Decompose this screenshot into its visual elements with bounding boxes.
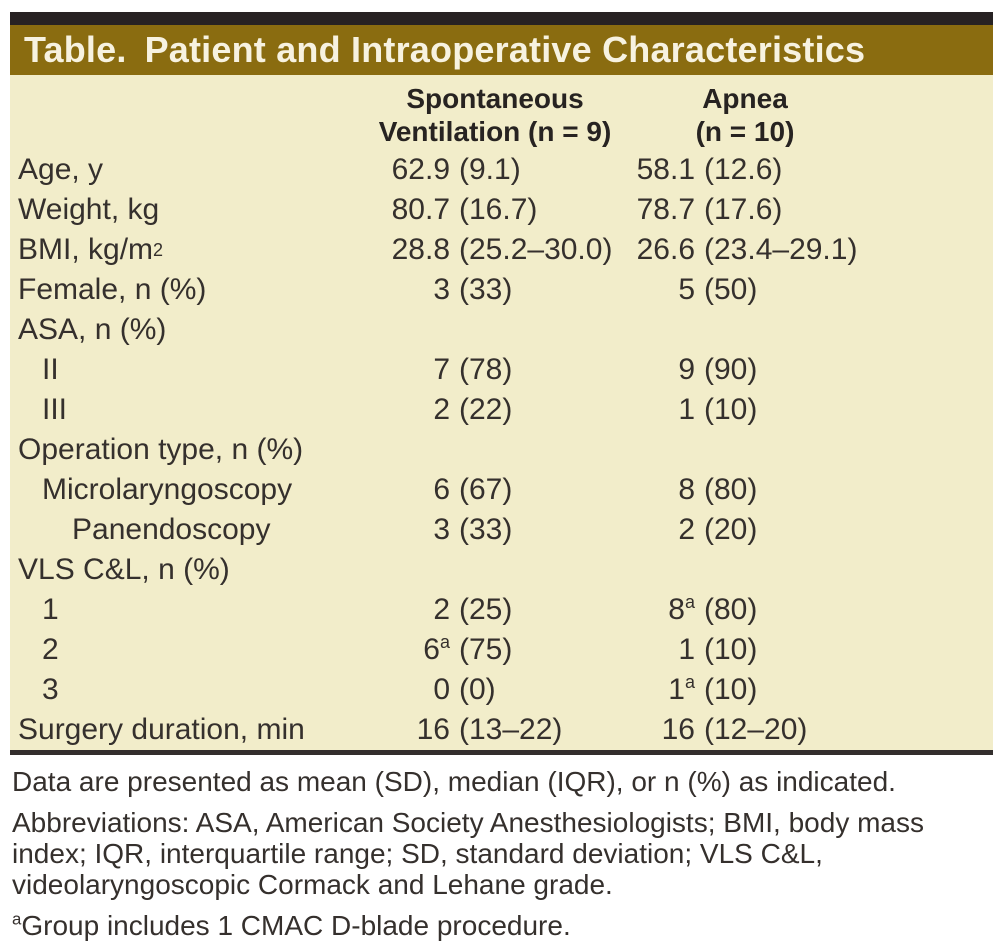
- row-label: Panendoscopy: [72, 513, 271, 546]
- apnea-value: 8 (80): [678, 473, 758, 506]
- row-label: ASA, n (%): [18, 313, 167, 346]
- characteristics-table: Table. Patient and Intraoperative Charac…: [10, 25, 993, 755]
- bottom-rule: [10, 750, 993, 755]
- apnea-value: 2 (20): [678, 513, 758, 546]
- top-rule-bar: [10, 12, 993, 25]
- row-label: Female, n (%): [18, 273, 207, 306]
- row-label: BMI, kg/m 2: [18, 233, 164, 266]
- table-title-bar: Table. Patient and Intraoperative Charac…: [10, 25, 993, 75]
- sv-value: 0 (0): [433, 673, 496, 706]
- apnea-value: 1 (10): [678, 393, 758, 426]
- column-header-spacer: [10, 82, 370, 150]
- apnea-value: 16 (12–20): [661, 713, 808, 746]
- sv-value: 28.8 (25.2–30.0): [391, 233, 613, 266]
- column-headers: Spontaneous Ventilation (n = 9) Apnea (n…: [10, 75, 993, 150]
- sv-value: 16 (13–22): [416, 713, 563, 746]
- row-label: Microlaryngoscopy: [42, 473, 293, 506]
- table-row-asa-2: II 7 (78) 9 (90): [10, 350, 993, 390]
- table-row-vls-3: 3 0 (0) 1a (10): [10, 670, 993, 710]
- table-row-age: Age, y 62.9 (9.1) 58.1 (12.6): [10, 150, 993, 190]
- table-row-panendoscopy: Panendoscopy 3 (33) 2 (20): [10, 510, 993, 550]
- table-row-vls-group: VLS C&L, n (%): [10, 550, 993, 590]
- table-row-vls-1: 1 2 (25) 8a (80): [10, 590, 993, 630]
- table-row-bmi: BMI, kg/m 2 28.8 (25.2–30.0) 26.6 (23.4–29.…: [10, 230, 993, 270]
- footnote-abbreviations: Abbreviations: ASA, American Society Ane…: [12, 807, 924, 900]
- sv-value: 80.7 (16.7): [391, 193, 538, 226]
- table-row-asa-group: ASA, n (%): [10, 310, 993, 350]
- table-row-asa-3: III 2 (22) 1 (10): [10, 390, 993, 430]
- sv-value: 6 (67): [433, 473, 513, 506]
- row-label: 1: [42, 593, 59, 626]
- apnea-value: [620, 430, 870, 470]
- row-label: II: [42, 353, 59, 386]
- sv-value: 7 (78): [433, 353, 513, 386]
- sv-value: 2 (25): [433, 593, 513, 626]
- table-row-surgery-duration: Surgery duration, min 16 (13–22) 16 (12–20…: [10, 710, 993, 750]
- sv-value: [370, 550, 620, 590]
- sv-value: 2 (22): [433, 393, 513, 426]
- row-label: 3: [42, 673, 59, 706]
- table-row-vls-2: 2 6a (75) 1 (10): [10, 630, 993, 670]
- column-header-spontaneous-ventilation: Spontaneous Ventilation (n = 9): [378, 83, 612, 147]
- table-title: Patient and Intraoperative Characteristi…: [144, 29, 866, 70]
- footnote-data-presentation: Data are presented as mean (SD), median …: [12, 766, 896, 797]
- row-label: Age, y: [18, 153, 104, 186]
- row-label: Operation type, n (%): [18, 433, 304, 466]
- sv-value: 3 (33): [433, 273, 513, 306]
- footnote-superscript-a: aGroup includes 1 CMAC D-blade procedure…: [12, 909, 571, 941]
- table-row-weight: Weight, kg 80.7 (16.7) 78.7 (17.6): [10, 190, 993, 230]
- apnea-value: [620, 550, 870, 590]
- apnea-value: [620, 310, 870, 350]
- row-label: Weight, kg: [18, 193, 160, 226]
- sv-value: 6a (75): [423, 632, 513, 666]
- table-row-operation-type-group: Operation type, n (%): [10, 430, 993, 470]
- sv-value: 62.9 (9.1): [391, 153, 521, 186]
- apnea-value: 5 (50): [678, 273, 758, 306]
- sv-value: [370, 430, 620, 470]
- sv-value: 3 (33): [433, 513, 513, 546]
- apnea-value: 9 (90): [678, 353, 758, 386]
- table-body: Spontaneous Ventilation (n = 9) Apnea (n…: [10, 75, 993, 750]
- apnea-value: 26.6 (23.4–29.1): [636, 233, 858, 266]
- row-label: 2: [42, 633, 59, 666]
- table-row-female: Female, n (%) 3 (33) 5 (50): [10, 270, 993, 310]
- table-title-prefix: Table.: [24, 29, 127, 70]
- apnea-value: 78.7 (17.6): [636, 193, 783, 226]
- column-header-apnea: Apnea (n = 10): [695, 83, 795, 147]
- table-footnotes: Data are presented as mean (SD), median …: [12, 766, 957, 949]
- sv-value: [370, 310, 620, 350]
- row-label: VLS C&L, n (%): [18, 553, 230, 586]
- apnea-value: 1 (10): [678, 633, 758, 666]
- apnea-value: 58.1 (12.6): [636, 153, 783, 186]
- row-label: Surgery duration, min: [18, 713, 305, 746]
- table-row-microlaryngoscopy: Microlaryngoscopy 6 (67) 8 (80): [10, 470, 993, 510]
- apnea-value: 1a (10): [668, 672, 758, 706]
- row-label: III: [42, 393, 68, 426]
- apnea-value: 8a (80): [668, 592, 758, 626]
